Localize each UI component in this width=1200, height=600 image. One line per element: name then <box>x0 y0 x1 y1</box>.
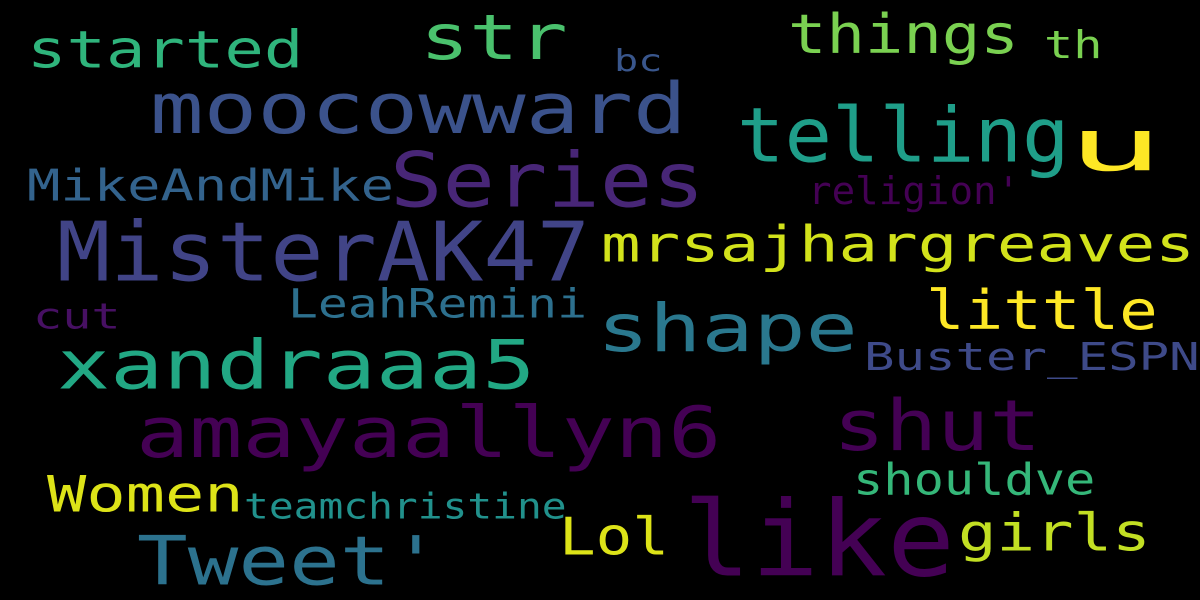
word-tweet: Tweet' <box>137 528 441 596</box>
word-shouldve: shouldve <box>853 458 1095 502</box>
word-women: Women <box>47 470 244 520</box>
word-xandraaa5: xandraaa5 <box>57 332 535 400</box>
word-started: started <box>27 24 303 76</box>
word-buster-espn: Buster_ESPN <box>864 338 1200 376</box>
word-th: th <box>1044 26 1102 64</box>
word-things: things <box>788 8 1019 62</box>
word-amayaallyn6: amayaallyn6 <box>136 398 721 468</box>
word-shut: shut <box>833 391 1041 461</box>
word-bc: bc <box>614 47 662 77</box>
word-leahremini: LeahRemini <box>288 284 587 324</box>
word-mrsajhargreaves: mrsajhargreaves <box>601 220 1195 270</box>
word-str: str <box>420 7 568 69</box>
word-girls: girls <box>958 507 1151 559</box>
word-series: Series <box>390 143 705 219</box>
word-mikeandmike: MikeAndMike <box>27 164 394 208</box>
word-telling: telling <box>737 98 1070 174</box>
word-shape: shape <box>597 296 858 362</box>
word-moocowward: moocowward <box>150 74 687 144</box>
word-cut: cut <box>33 299 121 335</box>
word-u: u <box>1067 110 1164 182</box>
word-little: little <box>926 284 1158 338</box>
word-religion: religion' <box>808 172 1020 210</box>
word-lol: Lol <box>559 511 669 563</box>
word-teamchristine: teamchristine <box>244 489 567 525</box>
